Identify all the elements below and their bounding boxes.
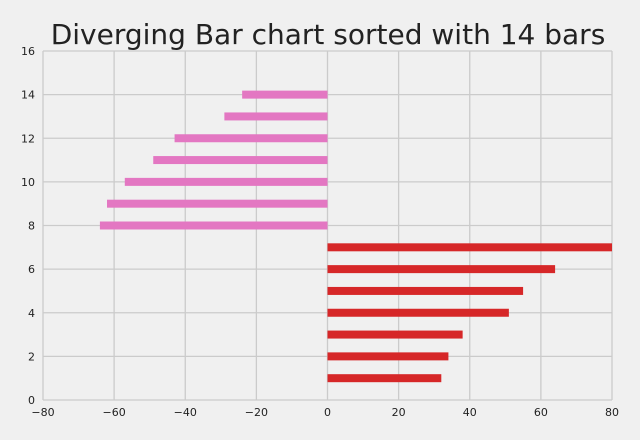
bar [327,286,524,295]
y-axis-tick-labels: 0 2 4 6 8 10 12 14 16 [21,45,35,407]
bar [99,221,328,230]
x-tick-label: −20 [245,406,268,419]
chart-title: Diverging Bar chart sorted with 14 bars [51,18,606,51]
bar [327,265,556,274]
y-tick-label: 0 [28,394,35,407]
bar [224,112,328,121]
x-tick-label: 0 [324,406,331,419]
y-tick-label: 2 [28,350,35,363]
bar [124,177,328,186]
bars-layer [99,90,612,383]
x-tick-label: −40 [174,406,197,419]
x-tick-label: 20 [392,406,406,419]
bar [327,330,463,339]
y-tick-label: 14 [21,89,35,102]
bar [327,374,442,383]
x-tick-label: 60 [534,406,548,419]
bar [174,134,328,143]
y-tick-label: 16 [21,45,35,58]
bar [327,243,612,252]
y-tick-label: 12 [21,132,35,145]
y-tick-label: 10 [21,176,35,189]
bar [153,156,328,165]
x-axis-tick-labels: −80 −60 −40 −20 0 20 40 60 80 [31,406,619,419]
y-tick-label: 8 [28,220,35,233]
bar [242,90,328,99]
y-tick-label: 6 [28,263,35,276]
x-tick-label: −80 [31,406,54,419]
x-tick-label: 40 [463,406,477,419]
bar [107,199,328,208]
bar [327,352,449,361]
x-tick-label: 80 [605,406,619,419]
y-tick-label: 4 [28,307,35,320]
bar [327,308,509,317]
x-tick-label: −60 [103,406,126,419]
